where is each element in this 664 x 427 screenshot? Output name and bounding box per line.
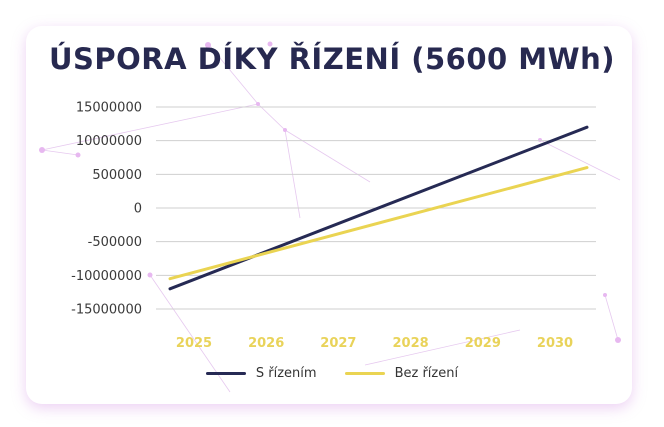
y-tick-label: 500000 [92, 168, 142, 183]
legend-label-s-rizenim: S řízením [255, 366, 317, 381]
x-tick-label: 2028 [393, 336, 429, 351]
y-tick-label: -10000000 [71, 269, 142, 284]
series-line-1[interactable] [168, 166, 589, 281]
x-tick-label: 2030 [537, 336, 573, 351]
y-tick-label: 10000000 [76, 134, 142, 149]
x-tick-label: 2026 [248, 336, 284, 351]
x-tick-label: 2027 [320, 336, 356, 351]
y-tick-label: 0 [134, 202, 142, 217]
legend: S řízením Bez řízení [0, 366, 664, 381]
x-tick-label: 2025 [176, 336, 212, 351]
grid-lines [156, 106, 596, 310]
legend-item-bez-rizeni[interactable]: Bez řízení [344, 366, 459, 381]
y-tick-label: -500000 [88, 235, 142, 250]
series-lines [168, 125, 589, 291]
legend-item-s-rizenim[interactable]: S řízením [205, 366, 317, 381]
y-tick-label: -15000000 [71, 303, 142, 318]
x-tick-label: 2029 [465, 336, 501, 351]
chart-card [26, 26, 632, 404]
legend-swatch-s-rizenim [205, 372, 246, 375]
legend-swatch-bez-rizeni [344, 372, 385, 375]
legend-label-bez-rizeni: Bez řízení [394, 366, 459, 381]
series-line-0[interactable] [168, 125, 589, 291]
y-axis: 15000000100000005000000-500000-10000000-… [71, 101, 142, 318]
y-tick-label: 15000000 [76, 101, 142, 116]
x-axis: 2025 2026 2027 2028 2029 2030 [176, 336, 573, 351]
chart-title: ÚSPORA DÍKY ŘÍZENÍ (5600 MWh) [48, 42, 616, 76]
